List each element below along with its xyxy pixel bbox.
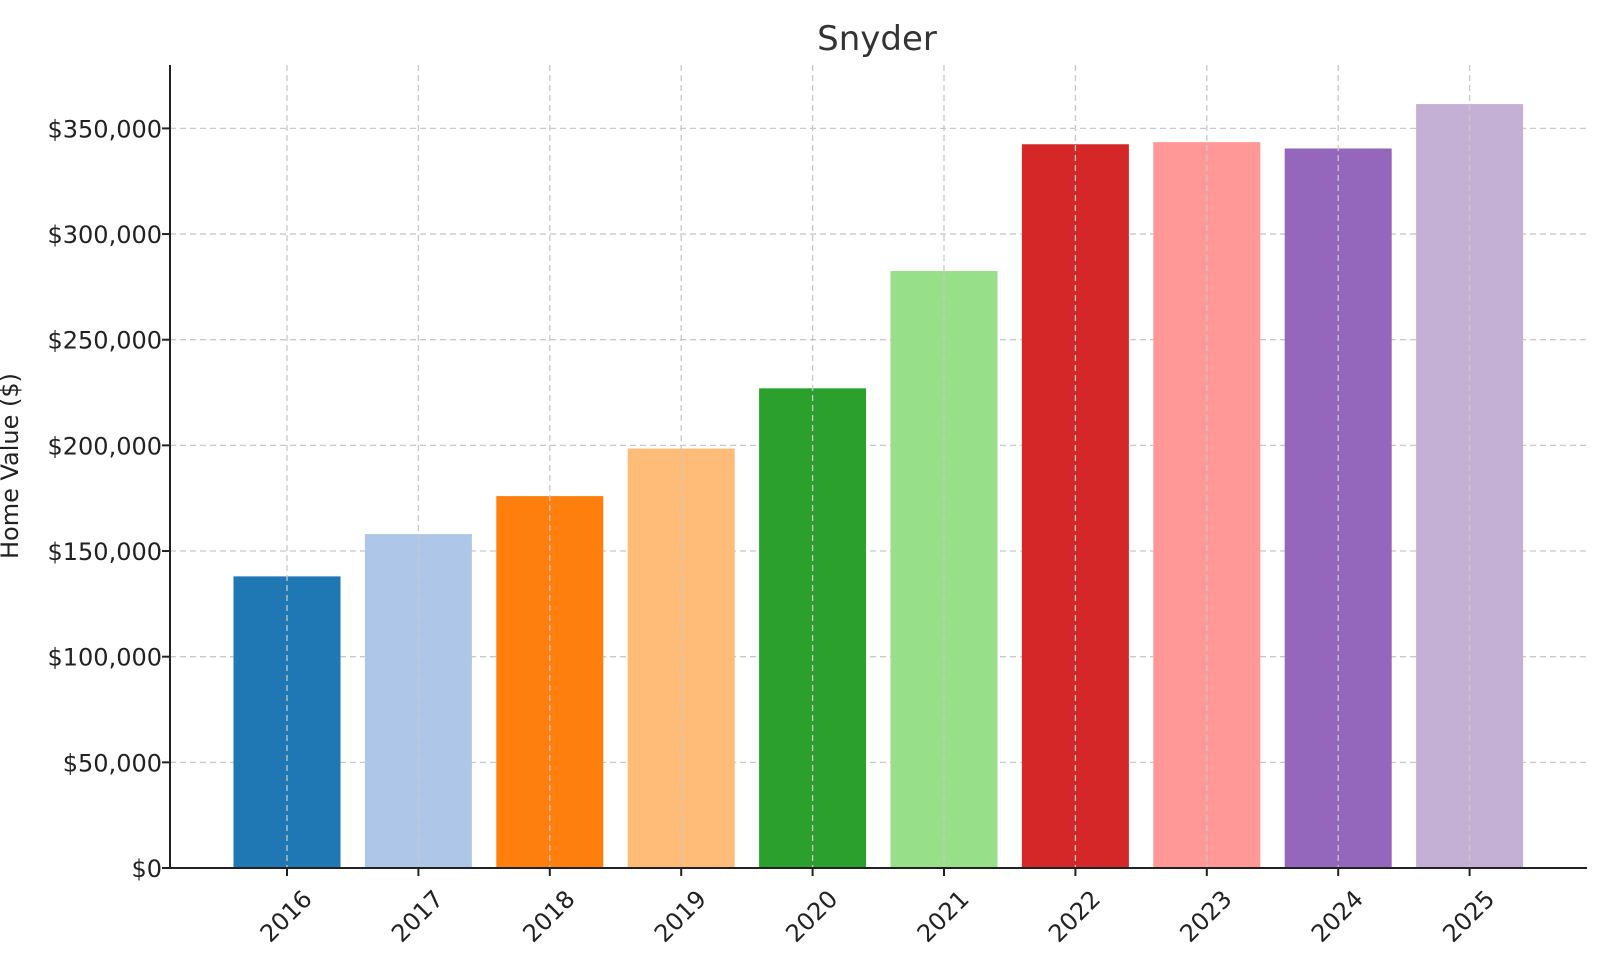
y-tick-label: $100,000: [47, 644, 162, 672]
bars-layer: [233, 104, 1524, 869]
y-tick-label: $250,000: [47, 327, 162, 355]
y-tick-label: $200,000: [47, 432, 162, 460]
x-tick-label: 2024: [1306, 885, 1369, 948]
x-tick-label: 2017: [386, 885, 449, 948]
y-tick-label: $350,000: [47, 115, 162, 143]
y-tick-label: $150,000: [47, 538, 162, 566]
chart-title: Snyder: [817, 19, 937, 59]
x-tick-label: 2021: [912, 885, 975, 948]
bar-2018: [496, 496, 604, 868]
y-tick-labels: $0 $50,000 $100,000 $150,000 $200,000 $250,00…: [47, 115, 170, 883]
x-tick-label: 2023: [1174, 885, 1237, 948]
x-tick-label: 2020: [780, 885, 843, 948]
x-tick-label: 2022: [1043, 885, 1106, 948]
x-tick-labels: 2016 2017 2018 2019 2020 2021 2022 2023 2024 2025: [255, 868, 1500, 948]
y-tick-label: $300,000: [47, 221, 162, 249]
y-axis-label: Home Value ($): [0, 373, 24, 559]
x-tick-label: 2016: [255, 885, 318, 948]
y-tick-label: $0: [131, 855, 162, 883]
y-tick-label: $50,000: [63, 749, 162, 777]
axes-layer: [169, 65, 1587, 869]
x-tick-label: 2019: [649, 885, 712, 948]
x-tick-label: 2018: [517, 885, 580, 948]
vertical-grid-layer: [286, 65, 1471, 868]
x-tick-label: 2025: [1437, 885, 1500, 948]
